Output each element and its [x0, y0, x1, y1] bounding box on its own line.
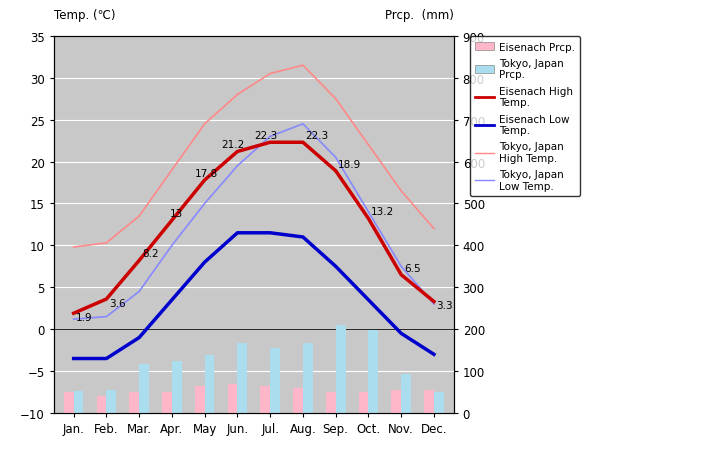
Eisenach Low
Temp. — [233, 230, 242, 236]
Eisenach Low
Temp. — [364, 297, 373, 303]
Tokyo, Japan
High Temp. — [397, 189, 405, 194]
Line: Tokyo, Japan
High Temp.: Tokyo, Japan High Temp. — [73, 66, 434, 247]
Bar — [195, 386, 204, 413]
Bar — [392, 390, 401, 413]
Tokyo, Japan
Low Temp. — [168, 243, 176, 249]
Bar — [107, 390, 116, 413]
Tokyo, Japan
Low Temp. — [397, 264, 405, 269]
Tokyo, Japan
High Temp. — [168, 168, 176, 174]
Eisenach High
Temp. — [69, 311, 78, 316]
Tokyo, Japan
High Temp. — [233, 93, 242, 98]
Tokyo, Japan
High Temp. — [69, 245, 78, 250]
Tokyo, Japan
High Temp. — [102, 241, 111, 246]
Line: Tokyo, Japan
Low Temp.: Tokyo, Japan Low Temp. — [73, 124, 434, 319]
Eisenach Low
Temp. — [397, 331, 405, 336]
Eisenach Low
Temp. — [200, 260, 209, 265]
Text: 18.9: 18.9 — [338, 159, 361, 169]
Eisenach High
Temp. — [299, 140, 307, 146]
Bar — [424, 390, 434, 413]
Tokyo, Japan
Low Temp. — [69, 317, 78, 322]
Bar — [303, 343, 312, 413]
Text: Prcp.  (mm): Prcp. (mm) — [384, 9, 454, 22]
Bar — [270, 349, 280, 413]
Text: 1.9: 1.9 — [76, 312, 93, 322]
Text: 13: 13 — [170, 208, 184, 218]
Tokyo, Japan
Low Temp. — [233, 163, 242, 169]
Bar — [359, 392, 369, 413]
Eisenach Low
Temp. — [69, 356, 78, 362]
Bar — [336, 325, 346, 413]
Tokyo, Japan
High Temp. — [364, 143, 373, 148]
Eisenach High
Temp. — [102, 297, 111, 302]
Bar — [369, 330, 378, 413]
Eisenach High
Temp. — [233, 149, 242, 155]
Text: 22.3: 22.3 — [305, 131, 329, 141]
Bar — [64, 392, 73, 413]
Text: 21.2: 21.2 — [221, 140, 244, 150]
Eisenach Low
Temp. — [102, 356, 111, 362]
Bar — [434, 392, 444, 413]
Tokyo, Japan
Low Temp. — [364, 210, 373, 215]
Bar — [326, 392, 336, 413]
Text: 22.3: 22.3 — [254, 131, 277, 141]
Tokyo, Japan
Low Temp. — [200, 201, 209, 207]
Text: Temp. (℃): Temp. (℃) — [54, 9, 115, 22]
Line: Eisenach High
Temp.: Eisenach High Temp. — [73, 143, 434, 313]
Bar — [261, 386, 270, 413]
Legend: Eisenach Prcp., Tokyo, Japan
Prcp., Eisenach High
Temp., Eisenach Low
Temp., Tok: Eisenach Prcp., Tokyo, Japan Prcp., Eise… — [469, 37, 580, 196]
Text: 6.5: 6.5 — [404, 263, 420, 273]
Tokyo, Japan
High Temp. — [266, 72, 274, 77]
Eisenach High
Temp. — [200, 178, 209, 183]
Bar — [162, 392, 172, 413]
Tokyo, Japan
Low Temp. — [430, 302, 438, 307]
Eisenach High
Temp. — [364, 216, 373, 222]
Eisenach Low
Temp. — [331, 264, 340, 269]
Bar — [130, 392, 139, 413]
Bar — [172, 361, 181, 413]
Text: 13.2: 13.2 — [371, 207, 395, 217]
Tokyo, Japan
Low Temp. — [266, 134, 274, 140]
Tokyo, Japan
High Temp. — [331, 97, 340, 102]
Text: 3.6: 3.6 — [109, 298, 126, 308]
Bar — [238, 343, 247, 413]
Eisenach Low
Temp. — [135, 335, 143, 341]
Eisenach Low
Temp. — [168, 297, 176, 303]
Tokyo, Japan
Low Temp. — [299, 122, 307, 127]
Eisenach High
Temp. — [430, 299, 438, 305]
Eisenach High
Temp. — [168, 218, 176, 224]
Tokyo, Japan
High Temp. — [200, 122, 209, 127]
Bar — [96, 397, 107, 413]
Eisenach High
Temp. — [266, 140, 274, 146]
Eisenach Low
Temp. — [266, 230, 274, 236]
Tokyo, Japan
High Temp. — [135, 214, 143, 219]
Bar — [401, 374, 411, 413]
Tokyo, Japan
Low Temp. — [135, 289, 143, 295]
Bar — [139, 364, 149, 413]
Text: 3.3: 3.3 — [436, 301, 453, 311]
Bar — [73, 392, 84, 413]
Line: Eisenach Low
Temp.: Eisenach Low Temp. — [73, 233, 434, 359]
Tokyo, Japan
High Temp. — [299, 63, 307, 69]
Text: 8.2: 8.2 — [142, 249, 158, 259]
Tokyo, Japan
High Temp. — [430, 226, 438, 232]
Bar — [204, 355, 215, 413]
Eisenach Low
Temp. — [299, 235, 307, 240]
Eisenach Low
Temp. — [430, 352, 438, 357]
Eisenach High
Temp. — [135, 258, 143, 263]
Eisenach High
Temp. — [397, 272, 405, 278]
Bar — [293, 388, 303, 413]
Tokyo, Japan
Low Temp. — [102, 314, 111, 319]
Eisenach High
Temp. — [331, 168, 340, 174]
Bar — [228, 384, 238, 413]
Text: 17.8: 17.8 — [195, 168, 218, 179]
Tokyo, Japan
Low Temp. — [331, 155, 340, 161]
